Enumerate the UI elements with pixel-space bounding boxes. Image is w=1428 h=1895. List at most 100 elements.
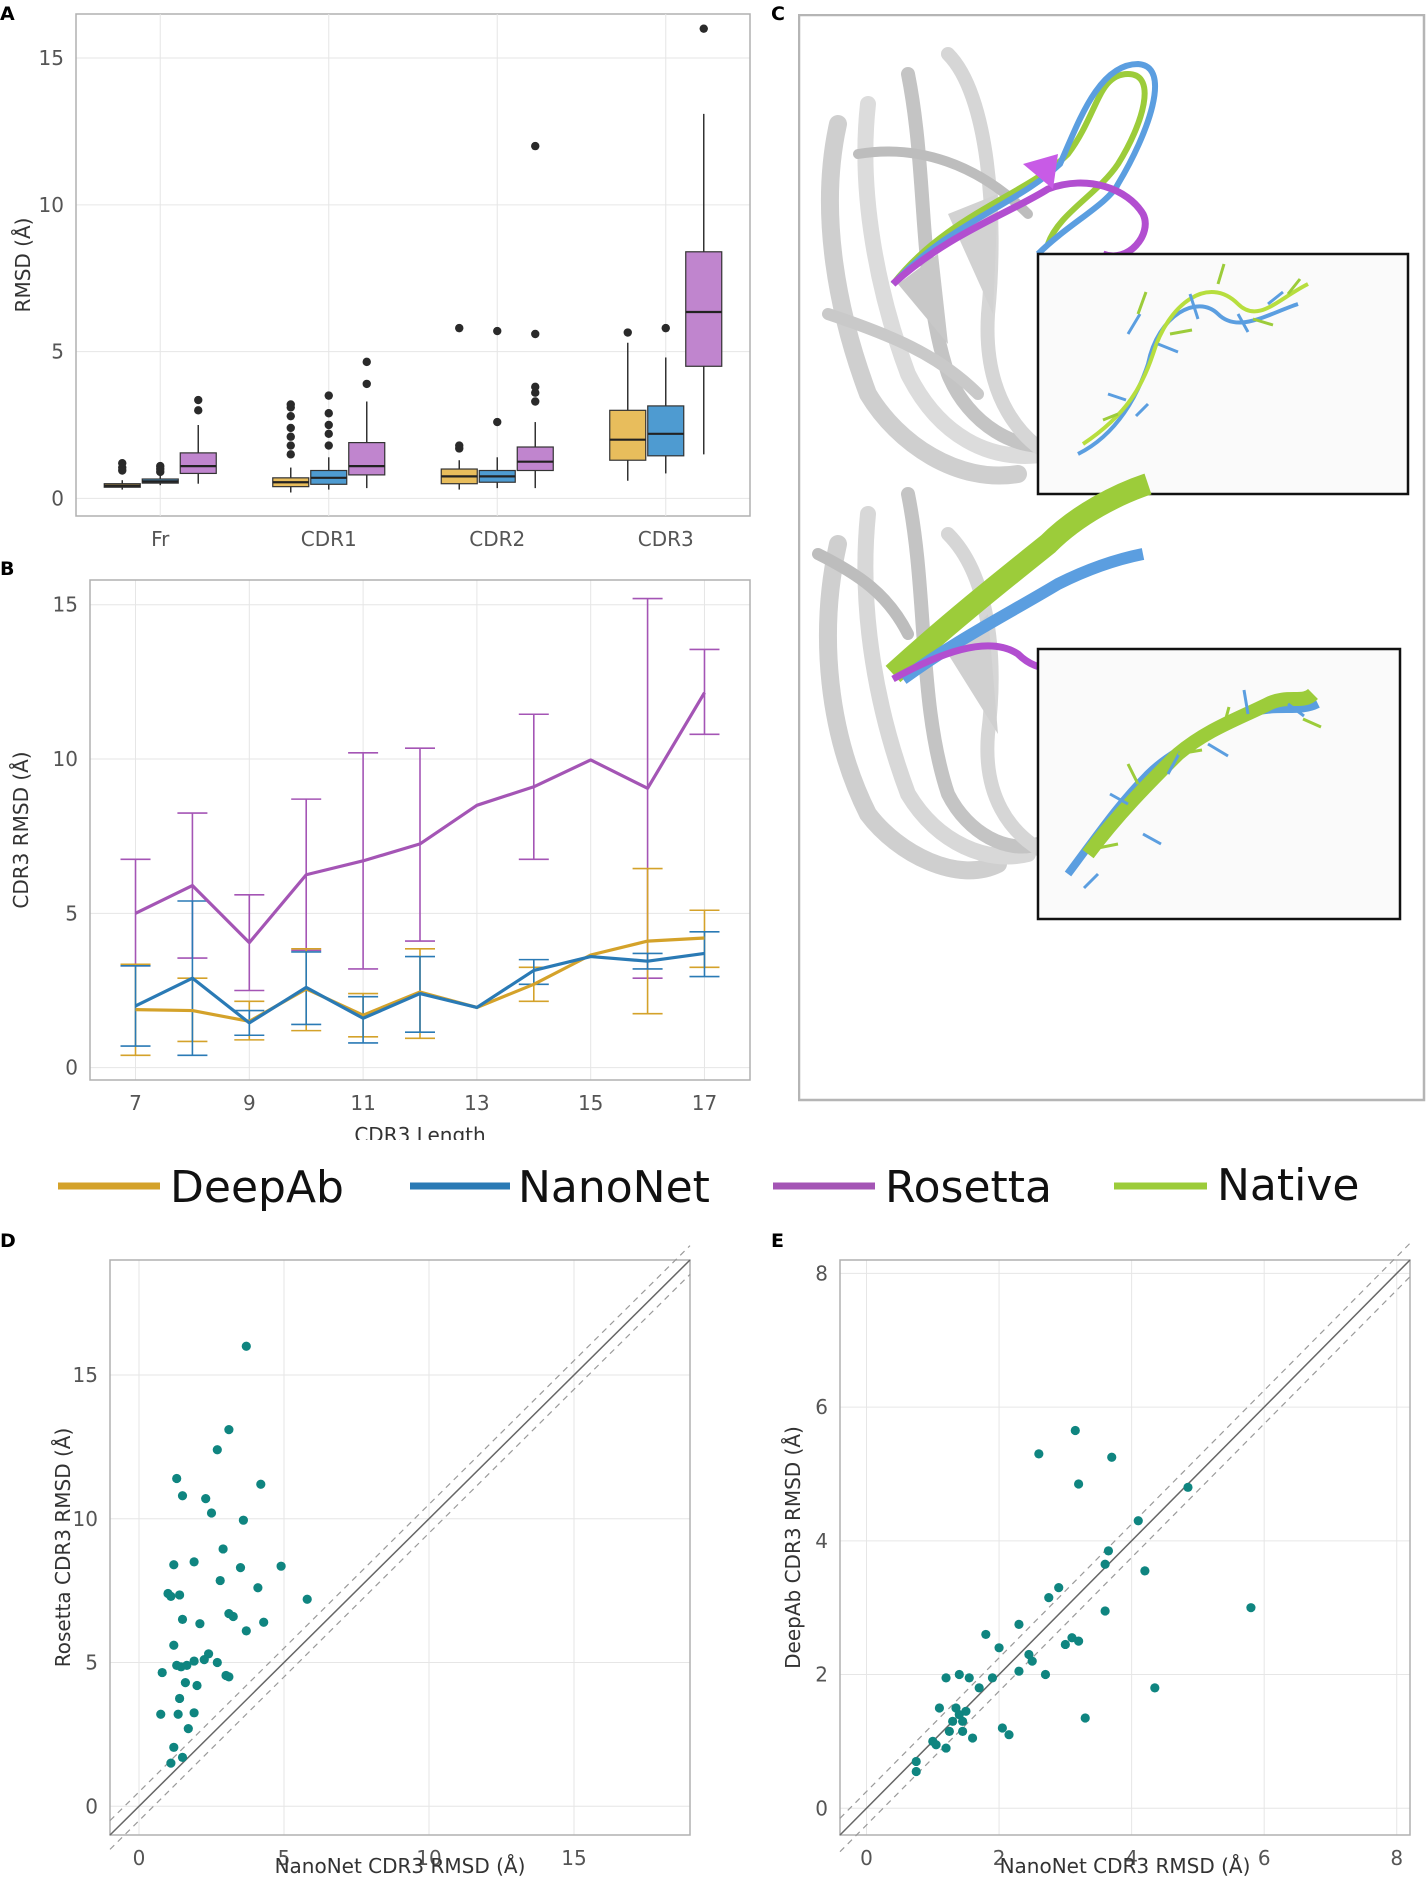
scatter-point (958, 1726, 968, 1736)
legend-item-native: Native (1114, 1160, 1359, 1211)
tolerance-line (839, 1276, 1411, 1853)
scatter-point (941, 1743, 951, 1753)
x-tick-label: 7 (129, 1091, 142, 1115)
box-deepab (609, 409, 647, 461)
scatter-point (1103, 1546, 1114, 1556)
scatter-point (994, 1643, 1004, 1653)
scatter-point (931, 1740, 941, 1750)
box-outlier (286, 432, 295, 441)
box-outlier (661, 323, 670, 333)
scatter-point (1027, 1656, 1037, 1666)
scatter-point (169, 1640, 179, 1650)
plot-frame (109, 1259, 691, 1836)
scatter-point (1014, 1666, 1024, 1676)
box-outlier (194, 406, 203, 415)
y-axis-label: DeepAb CDR3 RMSD (Å) (781, 1426, 805, 1669)
y-tick-label: 4 (815, 1529, 828, 1553)
scatter-point (302, 1594, 312, 1604)
scatter-point (1044, 1593, 1054, 1603)
scatter-point (175, 1590, 185, 1600)
scatter-point (206, 1508, 217, 1518)
panel-label-a: A (0, 3, 15, 25)
line-nanonet (134, 951, 705, 1025)
scatter-point (981, 1629, 991, 1640)
scatter-point (241, 1626, 251, 1636)
scatter-point (987, 1673, 998, 1683)
box-nanonet (647, 405, 685, 457)
scatter-point (1070, 1425, 1080, 1436)
scatter-point (169, 1742, 179, 1752)
scatter-point (1100, 1559, 1110, 1569)
scatter-point (195, 1619, 205, 1629)
scatter-point (1150, 1683, 1160, 1693)
scatter-point (974, 1683, 984, 1693)
tolerance-line (109, 1273, 691, 1850)
scatter-point (958, 1716, 968, 1726)
scatter-point (1183, 1482, 1193, 1492)
scatter-point (1034, 1449, 1044, 1459)
scatter-point (173, 1709, 183, 1719)
scatter-point (256, 1479, 266, 1489)
box-outlier (362, 357, 371, 367)
scatter-point (259, 1617, 269, 1627)
scatter-point (228, 1611, 238, 1622)
panel-b-lineplot: 0 5 10 15 7 9 11 13 15 17 CDR3 Length CDR3 RMSD (Å) (9, 579, 751, 1140)
x-tick-label: 0 (860, 1846, 873, 1870)
box-outlier (531, 141, 540, 151)
panel-label-d: D (0, 1230, 16, 1252)
box-outlier (286, 423, 295, 433)
y-tick-label: 0 (65, 1056, 78, 1080)
scatter-point (224, 1672, 234, 1682)
legend-label-rosetta: Rosetta (885, 1162, 1052, 1213)
box-outlier (194, 395, 203, 405)
x-tick-label: 4 (1125, 1846, 1138, 1870)
scatter-point (1074, 1479, 1084, 1489)
scatter-point (182, 1660, 192, 1670)
y-tick-label: 15 (73, 1363, 98, 1387)
plot-frame (89, 579, 751, 1081)
scatter-point (192, 1680, 202, 1691)
scatter-point (911, 1756, 921, 1767)
y-tick-label: 10 (73, 1507, 98, 1531)
scatter-point (218, 1544, 228, 1554)
box-outlier (324, 420, 333, 430)
legend-label-native: Native (1217, 1160, 1359, 1211)
identity-line (839, 1259, 1411, 1836)
tolerance-line (109, 1245, 691, 1822)
box-rosetta (516, 446, 554, 472)
x-tick-label: 11 (350, 1091, 375, 1115)
scatter-point (172, 1473, 182, 1484)
scatter-point (189, 1708, 199, 1718)
scatter-point (1133, 1516, 1143, 1526)
scatter-point (1004, 1730, 1014, 1740)
box-rosetta (348, 442, 386, 476)
box-outlier (493, 417, 502, 427)
box-outlier (324, 441, 333, 450)
scatter-point (1014, 1619, 1024, 1629)
structure-bottom (812, 473, 1152, 880)
legend: DeepAb NanoNet Rosetta Native (58, 1160, 1359, 1213)
box-outlier (324, 429, 333, 439)
scatter-point (183, 1724, 193, 1734)
y-tick-label: 8 (815, 1261, 828, 1285)
scatter-point (169, 1560, 179, 1570)
scatter-point (199, 1655, 209, 1665)
scatter-point (175, 1693, 185, 1704)
box-rosetta (685, 251, 723, 367)
x-tick-label: 6 (1258, 1846, 1271, 1870)
box-outlier (493, 326, 502, 336)
y-tick-label: 0 (815, 1796, 828, 1820)
scatter-point (212, 1445, 222, 1455)
box-outlier (623, 328, 632, 337)
y-tick-label: 2 (815, 1663, 828, 1687)
x-tick-label: 5 (278, 1846, 291, 1870)
scatter-point (1060, 1639, 1070, 1650)
scatter-point (934, 1703, 945, 1713)
box-outlier (286, 441, 295, 450)
scatter-point (1100, 1606, 1110, 1616)
scatter-point (177, 1491, 188, 1501)
y-axis-label: CDR3 RMSD (Å) (9, 751, 33, 908)
x-tick-label: CDR1 (301, 527, 357, 551)
x-tick-label: 15 (561, 1846, 586, 1870)
